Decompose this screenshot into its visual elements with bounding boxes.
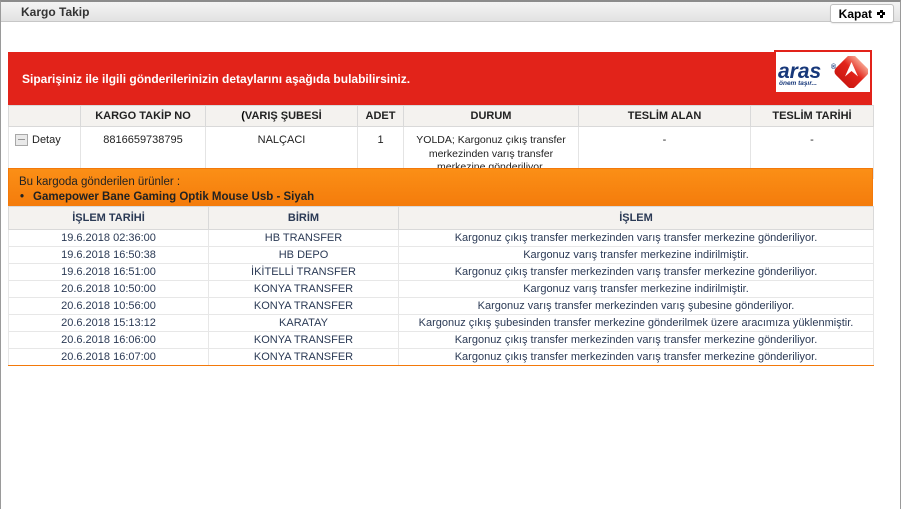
svg-text:önem taşır...: önem taşır... bbox=[779, 80, 817, 87]
